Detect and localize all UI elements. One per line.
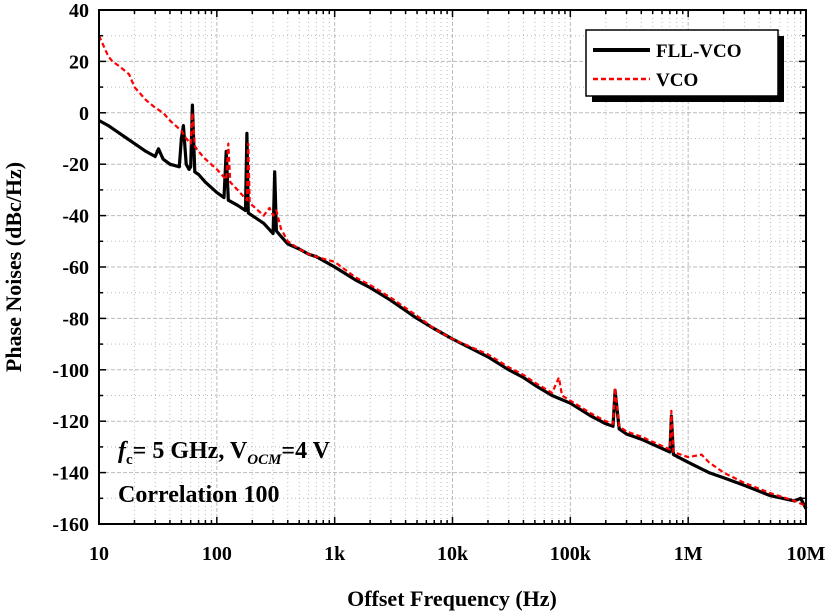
y-tick-label: -140 [52, 463, 89, 485]
grid [99, 10, 806, 524]
y-tick-label: -80 [62, 308, 89, 330]
legend-label-fll-vco: FLL-VCO [656, 41, 742, 62]
anno-sub-ocm: OCM [247, 452, 282, 468]
y-tick-labels: 40 20 0 -20 -40 -60 -80 -100 -120 -140 -160 [52, 0, 89, 536]
y-tick-label: 20 [69, 51, 89, 73]
anno-suffix: =4 V [281, 438, 330, 464]
x-tick-labels: 10 100 1k 10k 100k 1M 10M [89, 543, 826, 565]
anno-sub-c: c [126, 452, 133, 468]
annotation-line-2: Correlation 100 [118, 482, 280, 508]
y-tick-label: -160 [52, 514, 89, 536]
axis-ticks [99, 9, 806, 525]
y-tick-label: -20 [62, 154, 89, 176]
x-axis-title: Offset Frequency (Hz) [347, 586, 557, 611]
x-tick-label: 10 [89, 543, 109, 565]
y-tick-label: -100 [52, 360, 89, 382]
y-tick-label: -120 [52, 411, 89, 433]
x-tick-label: 1M [674, 543, 703, 565]
x-tick-label: 100k [550, 543, 592, 565]
y-tick-label: -60 [62, 257, 89, 279]
legend-box [585, 29, 779, 97]
series-line-fll-vco [98, 103, 808, 510]
y-tick-label: -40 [62, 206, 89, 228]
x-tick-label: 10M [787, 543, 826, 565]
annotation-line-1: fc= 5 GHz, VOCM=4 V [118, 438, 331, 468]
series-layer [97, 35, 808, 510]
annotation: fc= 5 GHz, VOCM=4 V Correlation 100 [118, 438, 331, 508]
anno-mid: = 5 GHz, V [133, 438, 248, 464]
y-tick-label: 0 [79, 103, 89, 125]
legend-label-vco: VCO [656, 70, 698, 91]
anno-f: f [118, 438, 128, 464]
x-tick-label: 10k [437, 543, 469, 565]
y-axis-title: Phase Noises (dBc/Hz) [1, 162, 26, 372]
y-tick-label: 40 [69, 0, 89, 22]
legend: FLL-VCO VCO [585, 29, 784, 102]
x-tick-label: 100 [202, 543, 232, 565]
x-tick-label: 1k [324, 543, 346, 565]
series-line-vco [97, 35, 807, 508]
